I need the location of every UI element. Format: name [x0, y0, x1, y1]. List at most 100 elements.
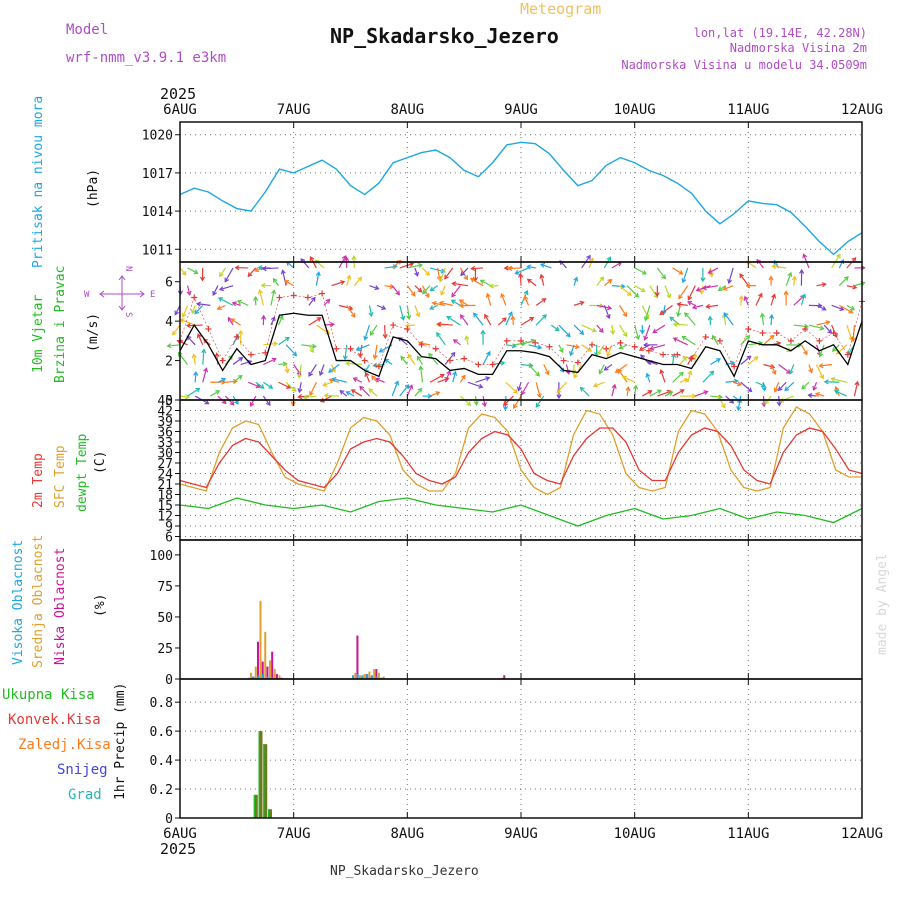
- cloud-bar: [503, 675, 506, 679]
- wind-arrow-head: [469, 277, 475, 283]
- wind-arrow: [646, 373, 651, 383]
- wind-arrow-head: [378, 348, 384, 353]
- wind-gust-point: [375, 363, 382, 370]
- wind-arrow: [732, 381, 742, 386]
- wind-arrow: [210, 390, 220, 397]
- wind-arrow: [237, 300, 249, 306]
- wind-arrow: [565, 364, 570, 374]
- wind-gust-point: [773, 329, 780, 336]
- model-label: Model: [66, 22, 108, 38]
- wind-arrow: [748, 342, 763, 346]
- wind-arrow: [406, 305, 410, 319]
- wind-arrow-head: [544, 370, 550, 376]
- wind-arrow: [219, 267, 226, 277]
- precip-bar: [263, 744, 268, 818]
- wind-arrow: [422, 267, 430, 276]
- wind-arrow-head: [428, 352, 433, 358]
- wind-arrow: [250, 395, 257, 407]
- wind-arrow: [535, 382, 541, 398]
- wind-arrow-head: [592, 382, 599, 388]
- wind-arrow-head: [802, 253, 808, 259]
- cloud-tick-label: 0: [165, 673, 173, 688]
- wind-arrow: [784, 381, 795, 391]
- wind-arrow: [505, 344, 516, 347]
- wind-arrow: [569, 344, 575, 356]
- wind-arrow-head: [537, 344, 543, 350]
- wind-arrow-head: [466, 401, 472, 406]
- wind-arrow: [772, 265, 787, 269]
- wind-arrow: [639, 344, 651, 351]
- temp-tick-label: 18: [157, 489, 173, 504]
- wind-arrow: [323, 299, 331, 306]
- wind-arrow-head: [284, 368, 290, 374]
- wind-arrow: [603, 305, 610, 319]
- wind-arrow-head: [850, 305, 856, 311]
- wind-arrow-head: [325, 329, 331, 335]
- wind-arrow-head: [224, 277, 230, 283]
- wind-arrow: [319, 364, 325, 376]
- wind-arrow: [854, 282, 865, 287]
- wind-arrow-head: [407, 353, 413, 359]
- pressure-tick-label: 1017: [142, 167, 173, 182]
- pressure-tick-label: 1020: [142, 129, 173, 144]
- day-label-top: 11AUG: [727, 102, 769, 118]
- wind-arrow: [384, 285, 394, 288]
- wind-arrow-head: [230, 318, 236, 323]
- precip-ylabel: 1hr Precip (mm): [113, 683, 128, 800]
- wind-arrow-head: [328, 368, 333, 373]
- wind-arrow-head: [649, 345, 655, 351]
- wind-arrow: [500, 293, 507, 306]
- wind-arrow: [346, 362, 362, 366]
- wind-gust-point: [589, 341, 596, 348]
- wind-arrow-head: [607, 278, 613, 284]
- wind-arrow-head: [825, 320, 831, 326]
- wind-arrow-head: [280, 269, 286, 275]
- wind-arrow-head: [271, 357, 277, 363]
- wind-arrow: [285, 381, 297, 392]
- wind-arrow: [626, 285, 639, 298]
- wind-arrow-head: [773, 387, 779, 393]
- wind-arrow: [789, 364, 795, 374]
- precip-tick-label: 0.8: [150, 696, 173, 711]
- wind-arrow-head: [215, 390, 221, 395]
- wind-gust-point: [489, 361, 496, 368]
- temp-ylabel-2: SFC Temp: [53, 445, 68, 508]
- wind-arrow-head: [523, 289, 529, 296]
- wind-arrow-head: [314, 259, 320, 265]
- wind-arrow: [535, 395, 545, 408]
- wind-arrow: [800, 294, 806, 306]
- wind-arrow-head: [587, 347, 593, 352]
- wind-arrow-head: [681, 278, 687, 284]
- wind-arrow-head: [364, 371, 370, 377]
- wind-arrow: [428, 353, 439, 365]
- footer-station: NP_Skadarsko_Jezero: [330, 864, 479, 879]
- wind-arrow-head: [513, 389, 518, 394]
- wind-arrow: [593, 381, 605, 387]
- wind-arrow-head: [309, 348, 314, 354]
- wind-arrow: [737, 395, 742, 411]
- cloud-bar: [370, 675, 373, 679]
- wind-arrow: [218, 297, 234, 306]
- wind-arrow: [679, 356, 687, 365]
- cloud-bar: [273, 669, 276, 679]
- wind-arrow: [695, 390, 708, 397]
- day-label-bottom: 7AUG: [277, 826, 311, 842]
- wind-arrow-head: [234, 399, 239, 405]
- wind-arrow: [641, 305, 650, 319]
- wind-arrow-head: [777, 386, 783, 392]
- wind-arrow-head: [579, 300, 585, 306]
- wind-arrow: [414, 388, 422, 397]
- wind-arrow-head: [372, 354, 378, 360]
- wind-arrow: [831, 254, 841, 269]
- wind-arrow-head: [586, 254, 591, 260]
- wind-arrow-head: [375, 377, 381, 383]
- wind-arrow-head: [641, 270, 647, 275]
- wind-arrow-head: [478, 383, 484, 389]
- wind-arrow-head: [382, 333, 388, 339]
- wind-arrow-head: [514, 270, 520, 275]
- wind-arrow: [619, 285, 632, 296]
- wind-gust-point: [560, 357, 567, 364]
- wind-arrow: [803, 254, 810, 269]
- wind-speed-line: [179, 312, 863, 378]
- wind-arrow: [540, 263, 552, 269]
